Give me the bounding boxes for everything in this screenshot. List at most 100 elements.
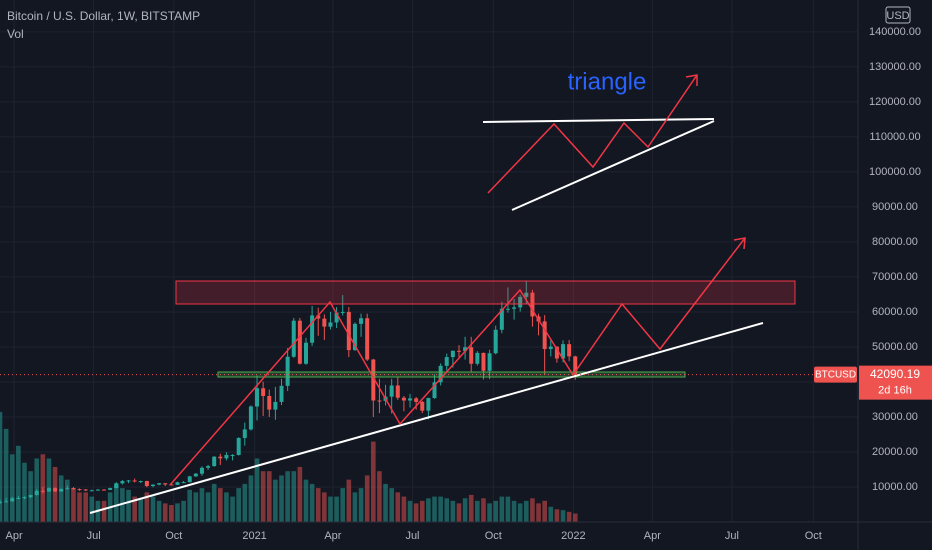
candle-body xyxy=(359,318,364,324)
volume-bar xyxy=(358,488,364,522)
x-tick-label: Jul xyxy=(405,530,419,542)
currency[interactable]: USD xyxy=(886,10,909,22)
x-tick-label: Oct xyxy=(165,530,182,542)
candle-body xyxy=(255,388,260,407)
volume-bar xyxy=(101,500,107,522)
candle-body xyxy=(144,481,149,487)
volume-bar xyxy=(205,492,211,522)
y-tick-label: 30000.00 xyxy=(872,411,918,423)
volume-bar xyxy=(554,509,560,522)
volume-bar xyxy=(377,471,382,522)
volume-bar xyxy=(236,488,241,522)
candle-body xyxy=(126,480,131,482)
candle-body xyxy=(463,347,468,352)
currency-box[interactable] xyxy=(885,6,911,24)
candle-body xyxy=(426,398,431,411)
candle-body xyxy=(432,382,437,399)
x-tick-label: 2022 xyxy=(561,530,585,542)
volume-bar xyxy=(83,492,88,522)
candle-body xyxy=(132,480,137,482)
candle-body xyxy=(169,484,174,486)
volume-bar xyxy=(530,498,535,522)
candle-body xyxy=(371,359,376,401)
candle-body xyxy=(53,488,58,492)
candle-body xyxy=(206,466,211,468)
volume-bar xyxy=(536,503,541,522)
projection-path xyxy=(169,237,746,486)
volume-bar xyxy=(52,466,58,522)
volume-bar xyxy=(181,500,186,522)
x-tick-label: 2021 xyxy=(242,530,266,542)
volume-bar xyxy=(199,488,205,522)
candle-body xyxy=(212,456,217,467)
volume-bar xyxy=(371,441,376,522)
x-tick-label: Oct xyxy=(805,530,822,542)
candle-body xyxy=(28,495,33,498)
volume-bar xyxy=(475,500,480,522)
x-tick-label: Jul xyxy=(87,530,101,542)
volume-bar xyxy=(328,496,333,522)
candle-body xyxy=(352,323,357,351)
candle-body xyxy=(199,467,204,474)
candle-body xyxy=(285,356,290,386)
volume-bar xyxy=(242,483,248,522)
candle-body xyxy=(450,350,455,358)
candle-body xyxy=(34,490,39,496)
y-tick-label: 60000.00 xyxy=(872,306,918,318)
volume-bar xyxy=(322,492,327,522)
candle-body xyxy=(16,497,21,499)
volume-bar xyxy=(9,454,15,522)
candle-body xyxy=(310,315,315,343)
candle-body xyxy=(175,482,180,485)
volume-bar xyxy=(187,489,193,522)
volume-bar xyxy=(285,471,290,522)
candle-body xyxy=(530,292,535,317)
y-tick-label: 10000.00 xyxy=(872,481,918,493)
volume-bar xyxy=(132,496,137,522)
volume-bar xyxy=(224,492,229,522)
candle-body xyxy=(181,482,186,484)
candle-body xyxy=(236,437,241,455)
volume-bar xyxy=(334,496,339,522)
candle-body xyxy=(163,483,168,485)
candle-body xyxy=(377,400,382,402)
candle-body xyxy=(573,356,578,375)
volume-bar xyxy=(517,503,523,522)
candle-body xyxy=(346,311,351,351)
volume-bar xyxy=(468,494,474,522)
volume-bar xyxy=(138,498,144,522)
volume-bar xyxy=(444,498,450,522)
volume-bar xyxy=(511,500,517,522)
x-tick-label: Jul xyxy=(725,530,739,542)
candle-body xyxy=(420,401,425,411)
volume-bar xyxy=(413,503,419,522)
volume-bar xyxy=(254,458,260,522)
volume-bar xyxy=(169,505,174,522)
candle-body xyxy=(389,385,394,397)
volume-bar xyxy=(487,503,492,522)
candle-body xyxy=(267,395,272,410)
x-tick-label: Apr xyxy=(644,530,661,542)
candle-body xyxy=(193,473,198,477)
candle-body xyxy=(340,311,345,313)
candle-body xyxy=(242,429,247,438)
volume-bar xyxy=(462,498,468,522)
arrow-head xyxy=(685,74,698,86)
candle-body xyxy=(224,454,229,459)
volume-bar xyxy=(0,411,3,522)
candle-body xyxy=(40,490,45,492)
volume-bar xyxy=(499,496,505,522)
volume-bar xyxy=(273,479,278,522)
volume-bar xyxy=(144,492,150,522)
arrow-head xyxy=(733,237,746,250)
candle-body xyxy=(524,292,529,297)
volume-bar xyxy=(401,496,407,522)
volume-bar xyxy=(291,471,297,522)
price-tag xyxy=(859,365,932,400)
candle-body xyxy=(10,498,15,502)
chart-title: Bitcoin / U.S. Dollar, 1W, BITSTAMP xyxy=(7,9,200,23)
candle-body xyxy=(150,484,155,487)
volume-bar xyxy=(260,471,266,522)
axes: 10000.0020000.0030000.0040000.0050000.00… xyxy=(6,26,921,542)
